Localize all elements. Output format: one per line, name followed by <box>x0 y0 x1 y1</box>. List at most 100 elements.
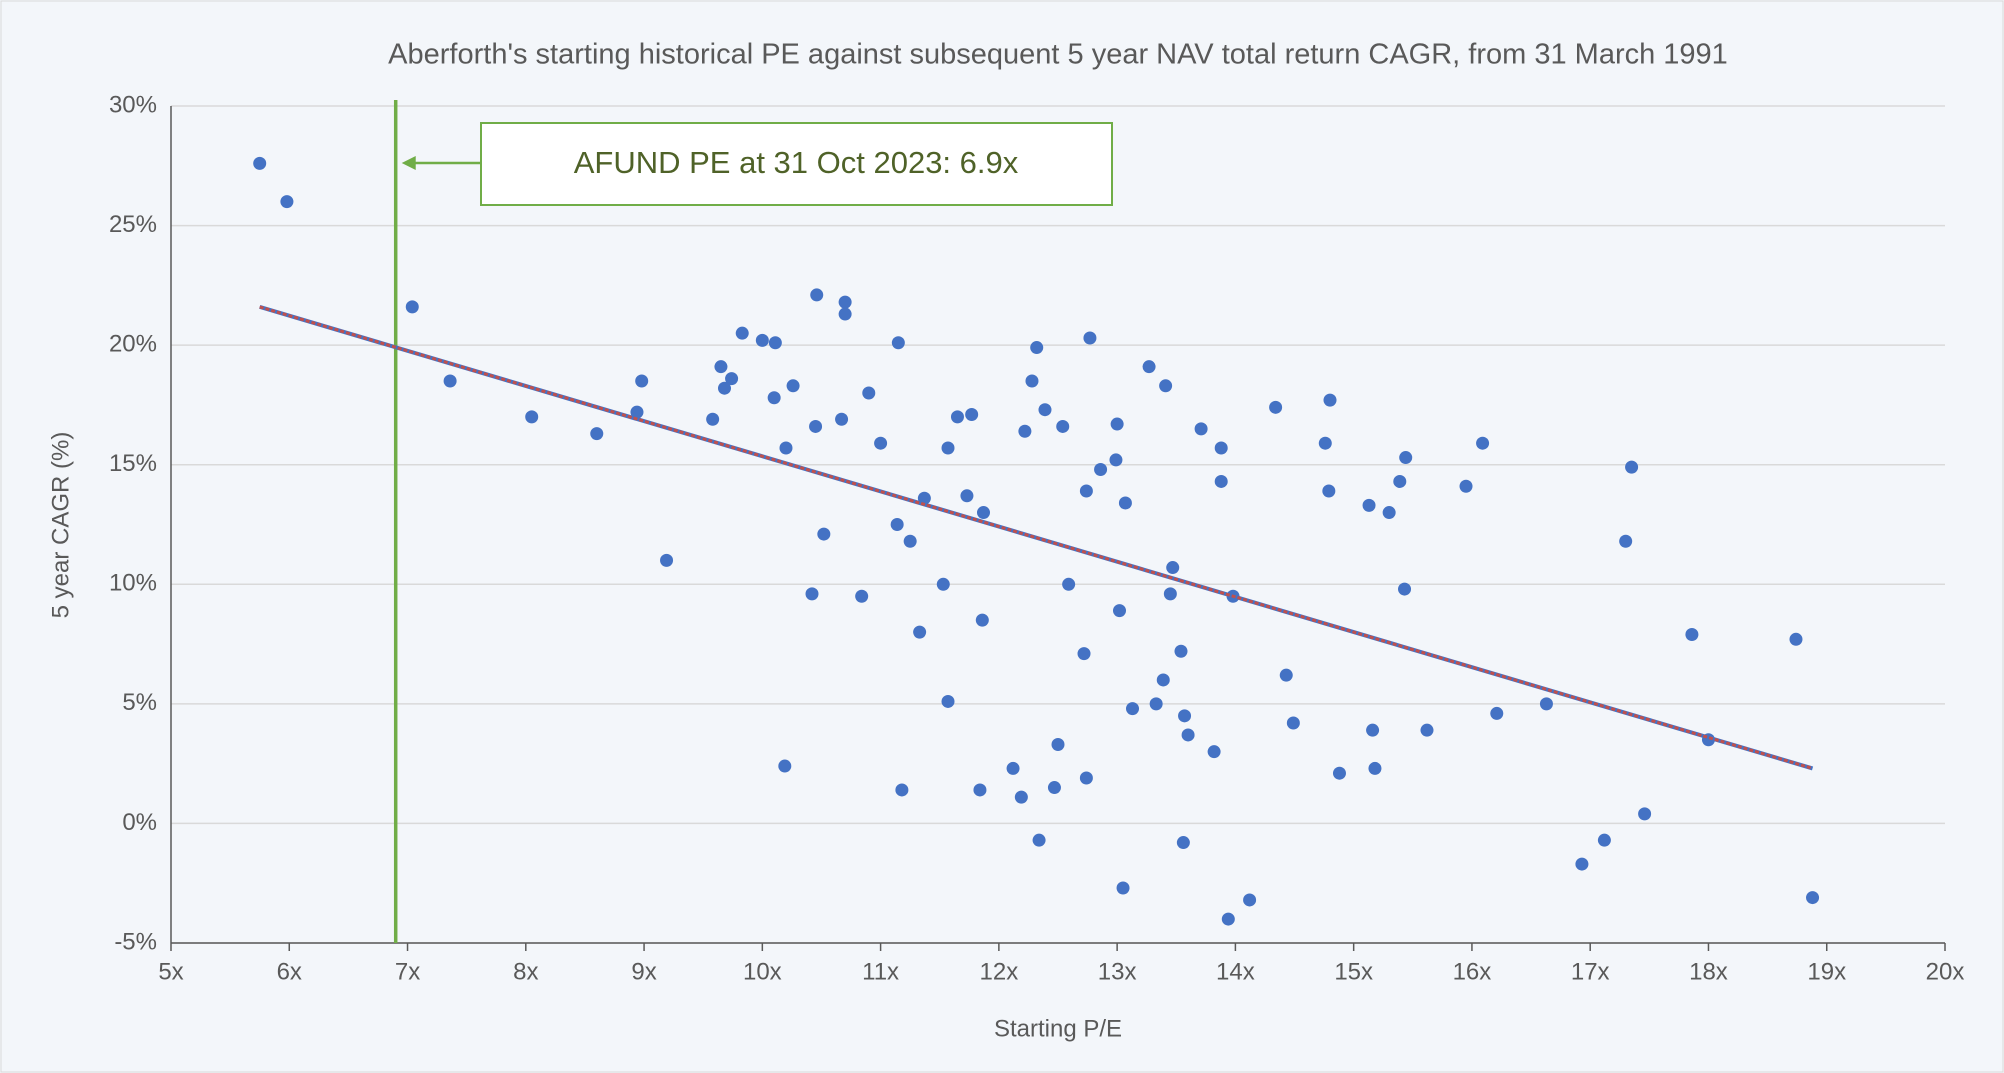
point <box>443 374 457 388</box>
point <box>862 386 876 400</box>
point <box>1685 628 1699 642</box>
point <box>1638 807 1652 821</box>
point <box>936 577 950 591</box>
point <box>1318 436 1332 450</box>
x-tick-label: 5x <box>158 958 183 985</box>
point <box>767 391 781 405</box>
x-tick-label: 15x <box>1334 958 1373 985</box>
point <box>913 625 927 639</box>
point <box>630 405 644 419</box>
point <box>1399 451 1413 465</box>
point <box>1174 644 1188 658</box>
annotation-box <box>480 122 1113 206</box>
point <box>1014 790 1028 804</box>
point <box>941 441 955 455</box>
point <box>1079 484 1093 498</box>
point <box>755 333 769 347</box>
point <box>1030 341 1044 355</box>
point <box>725 372 739 386</box>
point <box>1032 833 1046 847</box>
y-tick-label: 0% <box>122 809 157 836</box>
point <box>1051 738 1065 752</box>
point <box>1112 604 1126 618</box>
point <box>768 336 782 350</box>
point <box>280 195 294 209</box>
point <box>1398 582 1412 596</box>
point <box>1575 857 1589 871</box>
point <box>950 410 964 424</box>
x-tick-label: 9x <box>631 958 656 985</box>
point <box>809 419 823 433</box>
point <box>1083 331 1097 345</box>
point <box>1420 723 1434 737</box>
point <box>965 407 979 421</box>
point <box>891 336 905 350</box>
point <box>1393 474 1407 488</box>
point <box>1323 393 1337 407</box>
point <box>1539 697 1553 711</box>
point <box>786 379 800 393</box>
point <box>717 381 731 395</box>
point <box>1322 484 1336 498</box>
point <box>874 436 888 450</box>
point <box>838 307 852 321</box>
x-tick-label: 16x <box>1453 958 1492 985</box>
point <box>1156 673 1170 687</box>
y-tick-label: 5% <box>122 689 157 716</box>
point <box>1176 836 1190 850</box>
point <box>1806 891 1820 905</box>
point <box>1077 647 1091 661</box>
y-tick-label: 25% <box>109 211 157 238</box>
x-tick-label: 11x <box>862 958 899 985</box>
point <box>1110 417 1124 431</box>
point <box>1332 766 1346 780</box>
point <box>1056 419 1070 433</box>
point <box>1118 496 1132 510</box>
point <box>855 589 869 603</box>
x-tick-label: 14x <box>1216 958 1255 985</box>
point <box>960 489 974 503</box>
point <box>706 412 720 426</box>
point <box>1178 709 1192 723</box>
point <box>1362 498 1376 512</box>
point <box>1490 706 1504 720</box>
point <box>1194 422 1208 436</box>
point <box>1062 577 1076 591</box>
point <box>1382 506 1396 520</box>
point <box>1109 453 1123 467</box>
point <box>1116 881 1130 895</box>
point <box>1214 441 1228 455</box>
point <box>1126 702 1140 716</box>
y-tick-label: 15% <box>109 450 157 477</box>
point <box>1269 400 1283 414</box>
annotation-text: AFUND PE at 31 Oct 2023: 6.9x <box>574 145 1019 180</box>
y-tick-label: 20% <box>109 330 157 357</box>
point <box>941 694 955 708</box>
chart-title: Aberforth's starting historical PE again… <box>388 39 1728 71</box>
point <box>976 506 990 520</box>
point <box>1368 761 1382 775</box>
point <box>660 553 674 567</box>
point <box>1159 379 1173 393</box>
point <box>805 587 819 601</box>
point <box>975 613 989 627</box>
point <box>1094 462 1108 476</box>
point <box>735 326 749 340</box>
point <box>1597 833 1611 847</box>
point <box>1142 360 1156 374</box>
point <box>1619 534 1633 548</box>
annotation-arrowhead <box>401 156 416 170</box>
trendline <box>259 304 1814 771</box>
point <box>1079 771 1093 785</box>
point <box>1459 479 1473 493</box>
x-tick-label: 20x <box>1926 958 1965 985</box>
x-axis-label: Starting P/E <box>994 1015 1122 1042</box>
point <box>1006 761 1020 775</box>
point <box>1476 436 1490 450</box>
point <box>253 156 267 170</box>
x-tick-label: 17x <box>1571 958 1610 985</box>
point <box>817 527 831 541</box>
point <box>1166 561 1180 575</box>
